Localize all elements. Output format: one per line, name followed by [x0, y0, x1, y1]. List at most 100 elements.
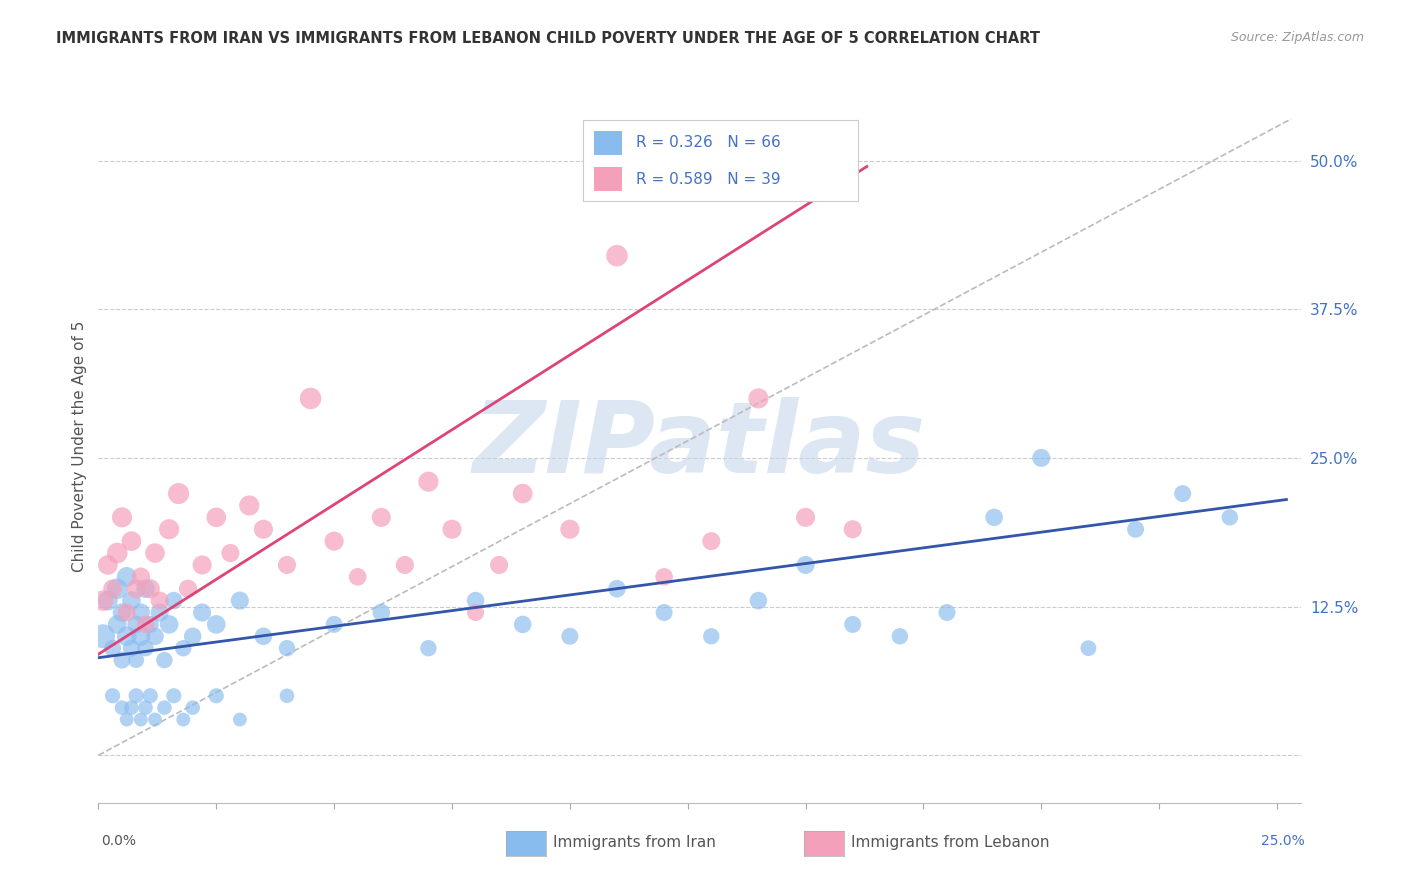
Point: [370, 510, 392, 524]
Point: [205, 689, 228, 703]
Point: [841, 617, 863, 632]
Point: [115, 713, 138, 727]
Point: [747, 593, 769, 607]
Point: [191, 606, 214, 620]
Point: [191, 558, 214, 572]
Point: [172, 713, 194, 727]
Point: [101, 641, 124, 656]
Y-axis label: Child Poverty Under the Age of 5: Child Poverty Under the Age of 5: [72, 320, 87, 572]
Point: [139, 689, 162, 703]
Point: [936, 606, 959, 620]
Point: [1077, 641, 1099, 656]
Point: [163, 689, 186, 703]
Point: [125, 617, 148, 632]
Point: [181, 700, 204, 714]
Point: [143, 629, 166, 643]
Point: [120, 700, 142, 714]
Point: [1219, 510, 1241, 524]
Point: [205, 510, 228, 524]
Point: [153, 700, 176, 714]
Point: [135, 700, 157, 714]
Point: [129, 713, 152, 727]
Point: [91, 593, 114, 607]
Point: [149, 593, 172, 607]
Point: [418, 475, 440, 489]
Text: Source: ZipAtlas.com: Source: ZipAtlas.com: [1230, 31, 1364, 45]
Point: [488, 558, 510, 572]
Point: [276, 641, 298, 656]
Point: [606, 582, 628, 596]
Point: [440, 522, 463, 536]
Point: [120, 641, 142, 656]
Point: [125, 582, 148, 596]
Point: [105, 617, 128, 632]
Point: [652, 570, 675, 584]
Point: [1031, 450, 1053, 465]
Point: [889, 629, 911, 643]
Text: IMMIGRANTS FROM IRAN VS IMMIGRANTS FROM LEBANON CHILD POVERTY UNDER THE AGE OF 5: IMMIGRANTS FROM IRAN VS IMMIGRANTS FROM …: [56, 31, 1040, 46]
Text: 25.0%: 25.0%: [1261, 834, 1305, 848]
Point: [464, 593, 486, 607]
Point: [652, 606, 675, 620]
Point: [111, 653, 134, 667]
Bar: [595, 167, 621, 191]
Point: [276, 558, 298, 572]
Point: [606, 249, 628, 263]
Point: [229, 713, 252, 727]
Point: [115, 570, 138, 584]
Point: [1125, 522, 1147, 536]
Point: [115, 629, 138, 643]
Point: [91, 629, 114, 643]
Point: [105, 546, 128, 560]
Point: [153, 653, 176, 667]
Point: [97, 593, 120, 607]
Point: [125, 653, 148, 667]
Point: [299, 392, 322, 406]
Text: R = 0.589   N = 39: R = 0.589 N = 39: [636, 171, 780, 186]
Point: [558, 522, 581, 536]
Point: [139, 582, 162, 596]
Point: [323, 617, 346, 632]
Point: [394, 558, 416, 572]
Point: [238, 499, 260, 513]
Point: [512, 617, 534, 632]
Point: [135, 617, 157, 632]
Point: [229, 593, 252, 607]
Point: [205, 617, 228, 632]
Point: [101, 689, 124, 703]
Point: [149, 606, 172, 620]
Text: 0.0%: 0.0%: [101, 834, 136, 848]
Point: [252, 629, 274, 643]
Point: [135, 641, 157, 656]
Point: [97, 558, 120, 572]
Point: [252, 522, 274, 536]
Text: ZIPatlas: ZIPatlas: [472, 398, 927, 494]
Bar: [595, 131, 621, 155]
Point: [983, 510, 1005, 524]
Point: [323, 534, 346, 549]
Point: [418, 641, 440, 656]
Point: [219, 546, 242, 560]
Point: [105, 582, 128, 596]
Point: [794, 558, 817, 572]
Point: [512, 486, 534, 500]
Point: [700, 629, 723, 643]
Point: [129, 606, 152, 620]
Point: [111, 510, 134, 524]
Point: [115, 606, 138, 620]
Point: [129, 570, 152, 584]
Point: [1171, 486, 1194, 500]
Point: [163, 593, 186, 607]
Point: [120, 534, 142, 549]
Point: [276, 689, 298, 703]
Point: [101, 582, 124, 596]
Point: [143, 713, 166, 727]
Point: [841, 522, 863, 536]
Point: [129, 629, 152, 643]
Point: [167, 486, 190, 500]
Point: [747, 392, 769, 406]
Point: [181, 629, 204, 643]
Point: [143, 546, 166, 560]
Point: [558, 629, 581, 643]
Point: [346, 570, 368, 584]
